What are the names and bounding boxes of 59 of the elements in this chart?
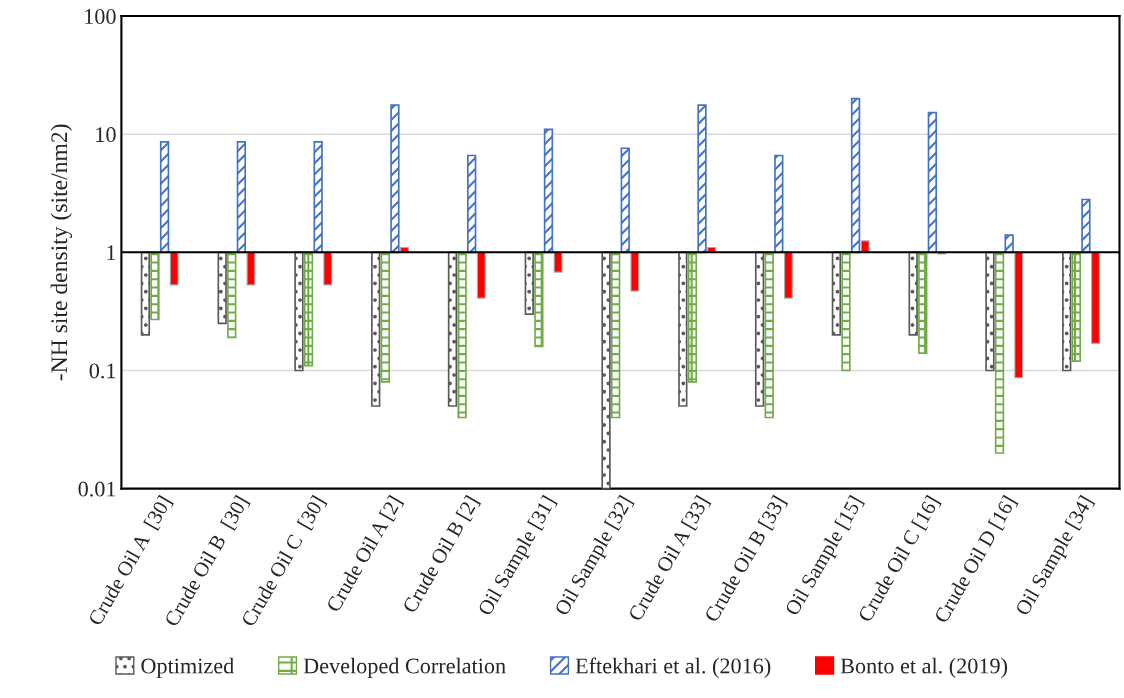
bar <box>371 251 381 407</box>
bar <box>860 240 870 253</box>
legend-label: Eftekhari et al. (2016) <box>575 657 771 678</box>
legend-label: Developed Correlation <box>303 657 506 678</box>
bar <box>169 251 179 286</box>
y-axis-title: -NH site density (site/nm2) <box>50 124 73 381</box>
bar <box>1071 251 1081 362</box>
bar <box>303 251 314 367</box>
bar <box>447 251 458 407</box>
legend-label: Optimized <box>141 657 234 678</box>
bar <box>630 251 640 292</box>
bar <box>1081 198 1091 254</box>
bar <box>217 251 227 325</box>
bar <box>524 251 534 315</box>
bar <box>323 251 333 286</box>
y-tick-label: 1 <box>107 245 116 261</box>
bar <box>380 251 390 383</box>
bar <box>610 251 621 419</box>
bar <box>754 251 765 407</box>
y-tick-label: 0.01 <box>78 481 116 497</box>
bar <box>620 147 630 254</box>
bar <box>159 141 170 254</box>
bar <box>313 141 323 254</box>
bar <box>150 251 160 321</box>
bar <box>697 104 707 254</box>
bar <box>764 251 774 419</box>
bar <box>678 251 688 407</box>
bar <box>534 251 544 348</box>
bar <box>927 111 938 254</box>
bar <box>294 251 304 372</box>
bar <box>236 141 247 254</box>
bar <box>774 154 784 254</box>
bar <box>687 251 698 383</box>
bar <box>784 251 793 299</box>
bar <box>457 251 467 419</box>
bar <box>553 251 563 273</box>
bar <box>985 251 995 372</box>
bar <box>1004 234 1014 254</box>
bar <box>601 251 611 489</box>
bar <box>1062 251 1072 372</box>
bar <box>1014 251 1024 379</box>
bar <box>994 251 1005 454</box>
legend-label: Bonto et al. (2019) <box>840 657 1008 678</box>
bar <box>908 251 918 336</box>
bar <box>246 251 256 286</box>
bar <box>543 128 554 254</box>
bar <box>390 104 400 254</box>
bar <box>140 251 151 336</box>
bar <box>467 154 477 254</box>
bar <box>918 251 928 355</box>
y-tick-label: 100 <box>85 8 116 24</box>
y-tick-label: 0.1 <box>89 363 116 379</box>
y-tick-label: 10 <box>96 127 116 143</box>
bar <box>850 97 861 254</box>
bar <box>227 251 237 339</box>
bar <box>841 251 851 372</box>
bar <box>1091 251 1100 344</box>
bar <box>831 251 842 336</box>
bar <box>476 251 486 299</box>
